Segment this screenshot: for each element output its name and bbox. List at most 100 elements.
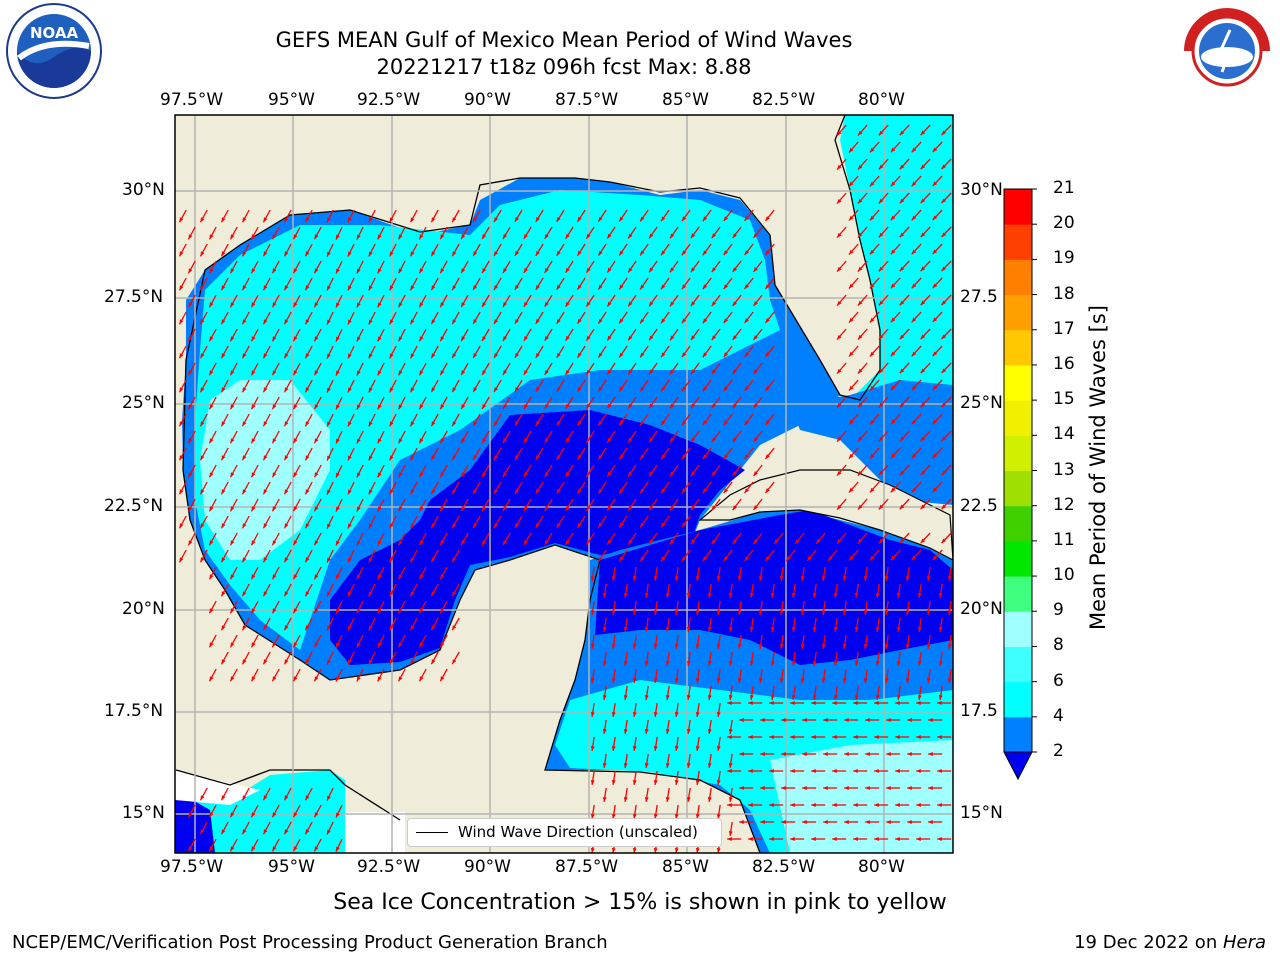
wind-arrow-head [869, 215, 875, 221]
wind-arrow-head [874, 769, 879, 773]
wind-arrow-head [284, 387, 289, 393]
lon-label-bottom: 97.5°W [160, 857, 224, 877]
lat-label-left: 17.5°N [104, 701, 164, 721]
wind-arrow-head [623, 796, 628, 802]
wind-arrow-head [886, 820, 891, 824]
wind-arrow-head [632, 779, 637, 785]
wind-arrow-head [535, 454, 540, 460]
wind-arrow-head [209, 472, 214, 478]
wind-arrow-head [640, 454, 645, 460]
wind-arrow-head [947, 677, 952, 683]
wind-arrow-head [230, 574, 235, 580]
wind-arrow-head [844, 820, 849, 824]
wind-arrow-head [179, 285, 184, 291]
wind-arrow-head [702, 284, 708, 290]
wind-arrow-head [293, 812, 298, 818]
wind-arrow-head [744, 352, 749, 358]
wind-arrow-head [398, 268, 403, 274]
wind-arrow-head [681, 284, 687, 290]
wind-arrow-head [284, 523, 289, 529]
wind-arrow-head [932, 419, 938, 425]
wind-arrow-head [242, 625, 247, 631]
wind-arrow-head [251, 574, 256, 580]
wind-arrow-head [911, 453, 917, 459]
wind-arrow-head [695, 745, 700, 751]
wind-arrow-head [653, 609, 658, 615]
wind-arrow-head [200, 421, 205, 427]
wind-arrow-head [854, 592, 859, 598]
wind-arrow-head [681, 318, 687, 324]
wind-arrow-head [368, 217, 373, 223]
wind-arrow-head [653, 847, 658, 853]
wind-arrow-head [284, 285, 289, 291]
wind-arrow-head [461, 540, 466, 546]
wind-arrow-head [230, 846, 235, 852]
wind-arrow-head [632, 813, 637, 819]
wind-arrow-head [890, 419, 896, 425]
wind-arrow-head [431, 353, 436, 359]
wind-arrow-head [565, 267, 570, 273]
wind-arrow-head [899, 198, 905, 204]
wind-arrow-head [744, 318, 749, 324]
wind-arrow-head [368, 319, 373, 325]
wind-arrow-head [544, 233, 549, 239]
wind-arrow-head [230, 302, 235, 308]
wind-arrow-head [230, 540, 235, 546]
wind-arrow-head [837, 164, 842, 170]
wind-arrow-head [586, 437, 591, 443]
wind-arrow-head [848, 283, 854, 289]
wind-arrow-head [544, 301, 549, 307]
wind-arrow-head [674, 711, 679, 717]
wind-arrow-head [744, 250, 749, 256]
wind-arrow-head [461, 404, 466, 410]
wind-arrow-head [916, 803, 921, 807]
wind-arrow-head [728, 796, 733, 802]
wind-arrow-head [857, 470, 863, 476]
wind-arrow-head [494, 421, 499, 427]
wind-arrow-head [890, 283, 896, 289]
wind-arrow-head [293, 302, 298, 308]
wind-arrow-head [753, 437, 758, 442]
lon-label-top: 90°W [464, 90, 511, 110]
wind-arrow-head [619, 284, 624, 290]
wind-arrow-head [535, 318, 540, 324]
wind-arrow-head [544, 369, 549, 375]
wind-arrow-head [619, 522, 624, 528]
wind-arrow-head [284, 251, 289, 257]
wind-arrow-head [681, 420, 687, 426]
colorbar-tick-label: 10 [1053, 565, 1075, 586]
wind-arrow-head [623, 626, 628, 632]
wind-arrow-head [732, 267, 737, 273]
wind-arrow-head [209, 370, 214, 376]
wind-arrow-head [410, 557, 415, 563]
wind-arrow-head [869, 555, 875, 561]
lon-label-bottom: 92.5°W [357, 857, 421, 877]
wind-arrow-head [314, 472, 319, 478]
wind-arrow-head [790, 803, 795, 807]
wind-arrow-head [917, 626, 922, 632]
wind-arrow-head [723, 318, 729, 324]
wind-arrow-head [857, 130, 863, 136]
wind-arrow-head [544, 471, 549, 477]
wind-arrow-head [419, 370, 424, 376]
wind-arrow-head [947, 575, 952, 581]
wind-arrow-head [590, 677, 595, 683]
wind-arrow-head [242, 285, 247, 291]
wind-arrow-head [869, 147, 875, 153]
wind-arrow-head [737, 575, 742, 581]
wind-arrow-head [690, 233, 696, 239]
colorbar-segment [1004, 611, 1032, 647]
wind-arrow-head [410, 591, 415, 597]
colorbar-tick-label: 19 [1053, 248, 1075, 269]
wind-arrow-head [857, 368, 863, 374]
wind-arrow-head [669, 335, 675, 341]
wind-arrow-head [221, 523, 226, 529]
wind-arrow-head [314, 540, 319, 546]
wind-arrow-head [556, 420, 561, 426]
wind-arrow-head [272, 302, 277, 308]
wind-arrow-head [790, 701, 795, 705]
wind-arrow-head [661, 318, 666, 324]
wind-arrow-head [242, 557, 247, 563]
wind-arrow-head [899, 300, 905, 306]
wind-arrow-head [769, 701, 774, 705]
